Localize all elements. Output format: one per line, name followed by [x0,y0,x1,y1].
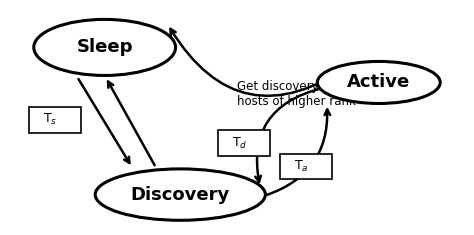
Text: T$_d$: T$_d$ [232,136,247,151]
Text: Sleep: Sleep [76,38,133,56]
Text: Get discovery alerts from
hosts of higher rank: Get discovery alerts from hosts of highe… [237,80,387,108]
Ellipse shape [95,169,265,220]
FancyBboxPatch shape [218,130,270,156]
Text: T$_a$: T$_a$ [293,159,308,174]
Text: T$_s$: T$_s$ [43,112,57,127]
FancyBboxPatch shape [29,107,81,133]
Text: Active: Active [347,74,410,91]
FancyBboxPatch shape [280,154,331,179]
Ellipse shape [318,61,440,103]
Ellipse shape [34,19,175,75]
Text: Discovery: Discovery [131,186,230,204]
